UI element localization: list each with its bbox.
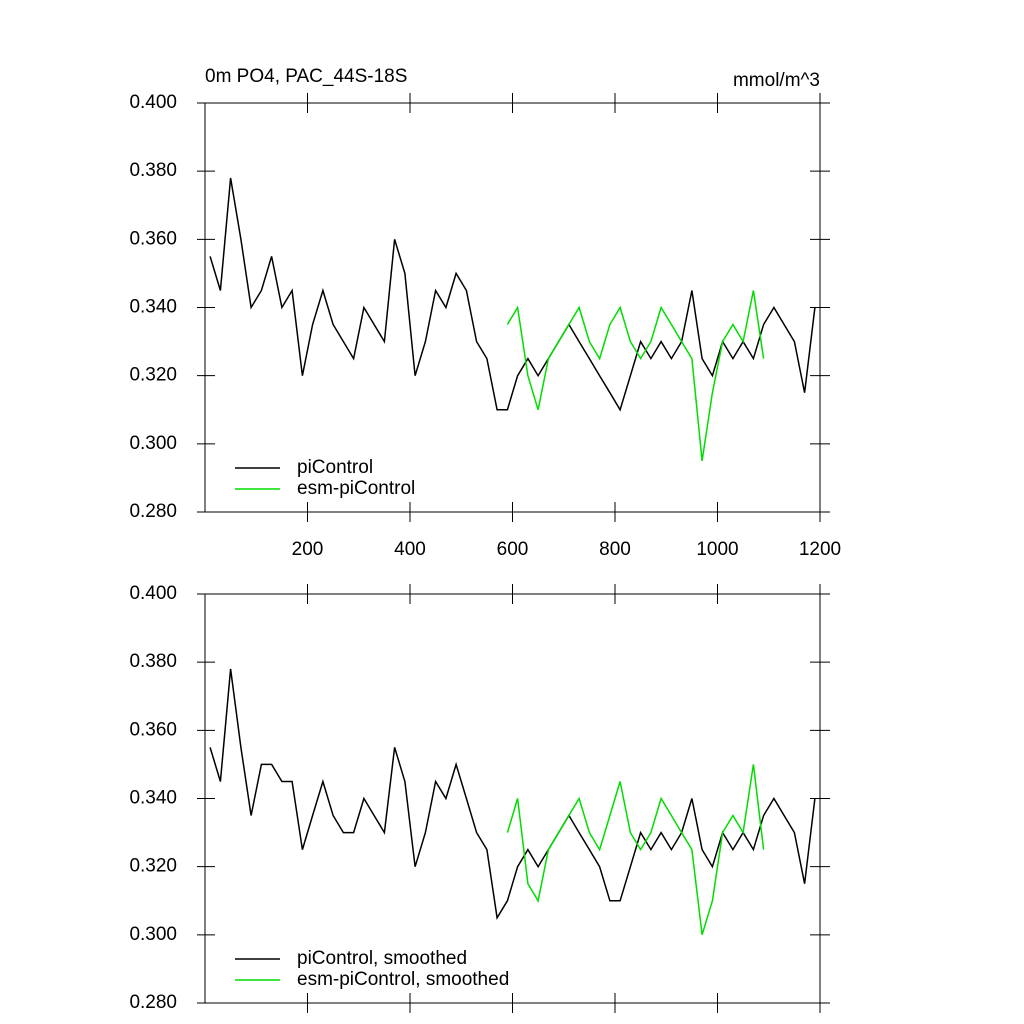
y-tick-label: 0.320 (129, 365, 177, 386)
y-tick-label: 0.300 (129, 433, 177, 454)
y-tick-label: 0.280 (129, 501, 177, 522)
y-tick-label: 0.380 (129, 651, 177, 672)
plot-frame (204, 593, 821, 1004)
x-tick-label: 800 (599, 539, 631, 560)
legend-label: piControl, smoothed (297, 948, 467, 969)
x-tick-label: 200 (292, 539, 324, 560)
chart-title: 0m PO4, PAC_44S-18S (205, 66, 407, 87)
x-tick-label: 600 (497, 539, 529, 560)
y-tick-label: 0.360 (129, 719, 177, 740)
y-tick-label: 0.280 (129, 992, 177, 1013)
data-line (209, 177, 816, 412)
y-tick-label: 0.360 (129, 228, 177, 249)
y-tick-label: 0.340 (129, 788, 177, 809)
y-tick-label: 0.340 (129, 297, 177, 318)
units-label: mmol/m^3 (733, 70, 820, 91)
y-tick-label: 0.400 (129, 92, 177, 113)
y-tick-label: 0.400 (129, 583, 177, 604)
x-tick-label: 400 (394, 539, 426, 560)
data-line (209, 668, 816, 920)
y-tick-label: 0.300 (129, 924, 177, 945)
x-tick-label: 1000 (696, 539, 738, 560)
y-tick-label: 0.320 (129, 856, 177, 877)
legend-label: esm-piControl, smoothed (297, 969, 509, 990)
legend-label: piControl (297, 457, 373, 478)
plot-frame (204, 102, 821, 513)
data-line (506, 290, 765, 462)
data-line (506, 764, 765, 936)
y-tick-label: 0.380 (129, 160, 177, 181)
x-tick-label: 1200 (799, 539, 841, 560)
legend-label: esm-piControl (297, 478, 415, 499)
